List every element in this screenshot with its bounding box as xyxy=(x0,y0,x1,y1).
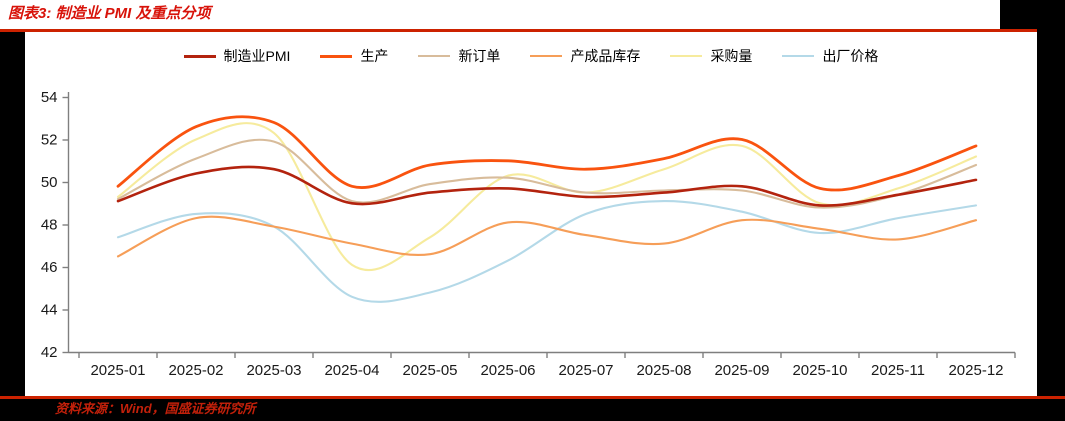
y-tick-label: 46 xyxy=(41,259,58,276)
y-tick-label: 44 xyxy=(41,302,58,319)
y-tick-label: 50 xyxy=(41,174,58,191)
series-line-3 xyxy=(116,215,978,258)
legend-swatch-0 xyxy=(183,54,216,58)
legend-label-0: 制造业PMI xyxy=(223,48,291,64)
figure-title: 图表3: 制造业 PMI 及重点分项 xyxy=(8,5,211,22)
legend-item-3: 产成品库存 xyxy=(530,46,640,66)
x-tick-label: 2025-02 xyxy=(168,362,223,379)
legend-label-1: 生产 xyxy=(360,48,389,64)
series-line-0 xyxy=(116,165,978,207)
x-tick-label: 2025-05 xyxy=(402,362,457,379)
y-tick-label: 54 xyxy=(41,89,58,106)
top-divider-rule xyxy=(0,29,1037,32)
y-tick-label: 52 xyxy=(41,132,58,149)
legend-item-2: 新订单 xyxy=(418,46,500,66)
legend-swatch-2 xyxy=(418,55,451,57)
legend-item-5: 出厂价格 xyxy=(782,46,878,66)
x-tick-label: 2025-10 xyxy=(792,362,847,379)
source-note: 资料来源：Wind，国盛证券研究所 xyxy=(55,401,256,416)
x-tick-label: 2025-06 xyxy=(480,362,535,379)
x-tick-label: 2025-09 xyxy=(714,362,769,379)
legend-swatch-3 xyxy=(530,55,563,57)
legend-item-4: 采购量 xyxy=(670,46,752,66)
x-tick-label: 2025-12 xyxy=(948,362,1003,379)
series-line-4 xyxy=(116,122,978,272)
legend-swatch-5 xyxy=(782,55,815,57)
x-tick-label: 2025-03 xyxy=(246,362,301,379)
legend-label-2: 新订单 xyxy=(458,48,501,64)
legend-swatch-1 xyxy=(320,54,353,58)
series-line-5 xyxy=(116,200,978,303)
legend-label-3: 产成品库存 xyxy=(570,48,641,64)
legend-item-0: 制造业PMI xyxy=(183,46,291,66)
x-tick-label: 2025-04 xyxy=(324,362,379,379)
legend-item-1: 生产 xyxy=(320,46,388,66)
series-line-2 xyxy=(116,138,978,209)
y-tick-label: 48 xyxy=(41,217,58,234)
x-tick-label: 2025-11 xyxy=(871,362,925,379)
legend-swatch-4 xyxy=(670,55,703,57)
bottom-divider-rule xyxy=(0,396,1065,399)
source-band: 资料来源：Wind，国盛证券研究所 xyxy=(0,399,1065,421)
x-tick-label: 2025-08 xyxy=(636,362,691,379)
y-tick-label: 42 xyxy=(41,344,58,361)
legend-label-4: 采购量 xyxy=(710,48,753,64)
x-tick-label: 2025-07 xyxy=(558,362,613,379)
x-tick-label: 2025-01 xyxy=(90,362,145,379)
figure-title-band: 图表3: 制造业 PMI 及重点分项 xyxy=(0,0,1000,29)
legend-label-5: 出厂价格 xyxy=(822,48,879,64)
series-line-1 xyxy=(116,115,978,192)
chart-legend: 制造业PMI 生产 新订单 产成品库存 采购量 出厂价格 xyxy=(25,45,1037,67)
